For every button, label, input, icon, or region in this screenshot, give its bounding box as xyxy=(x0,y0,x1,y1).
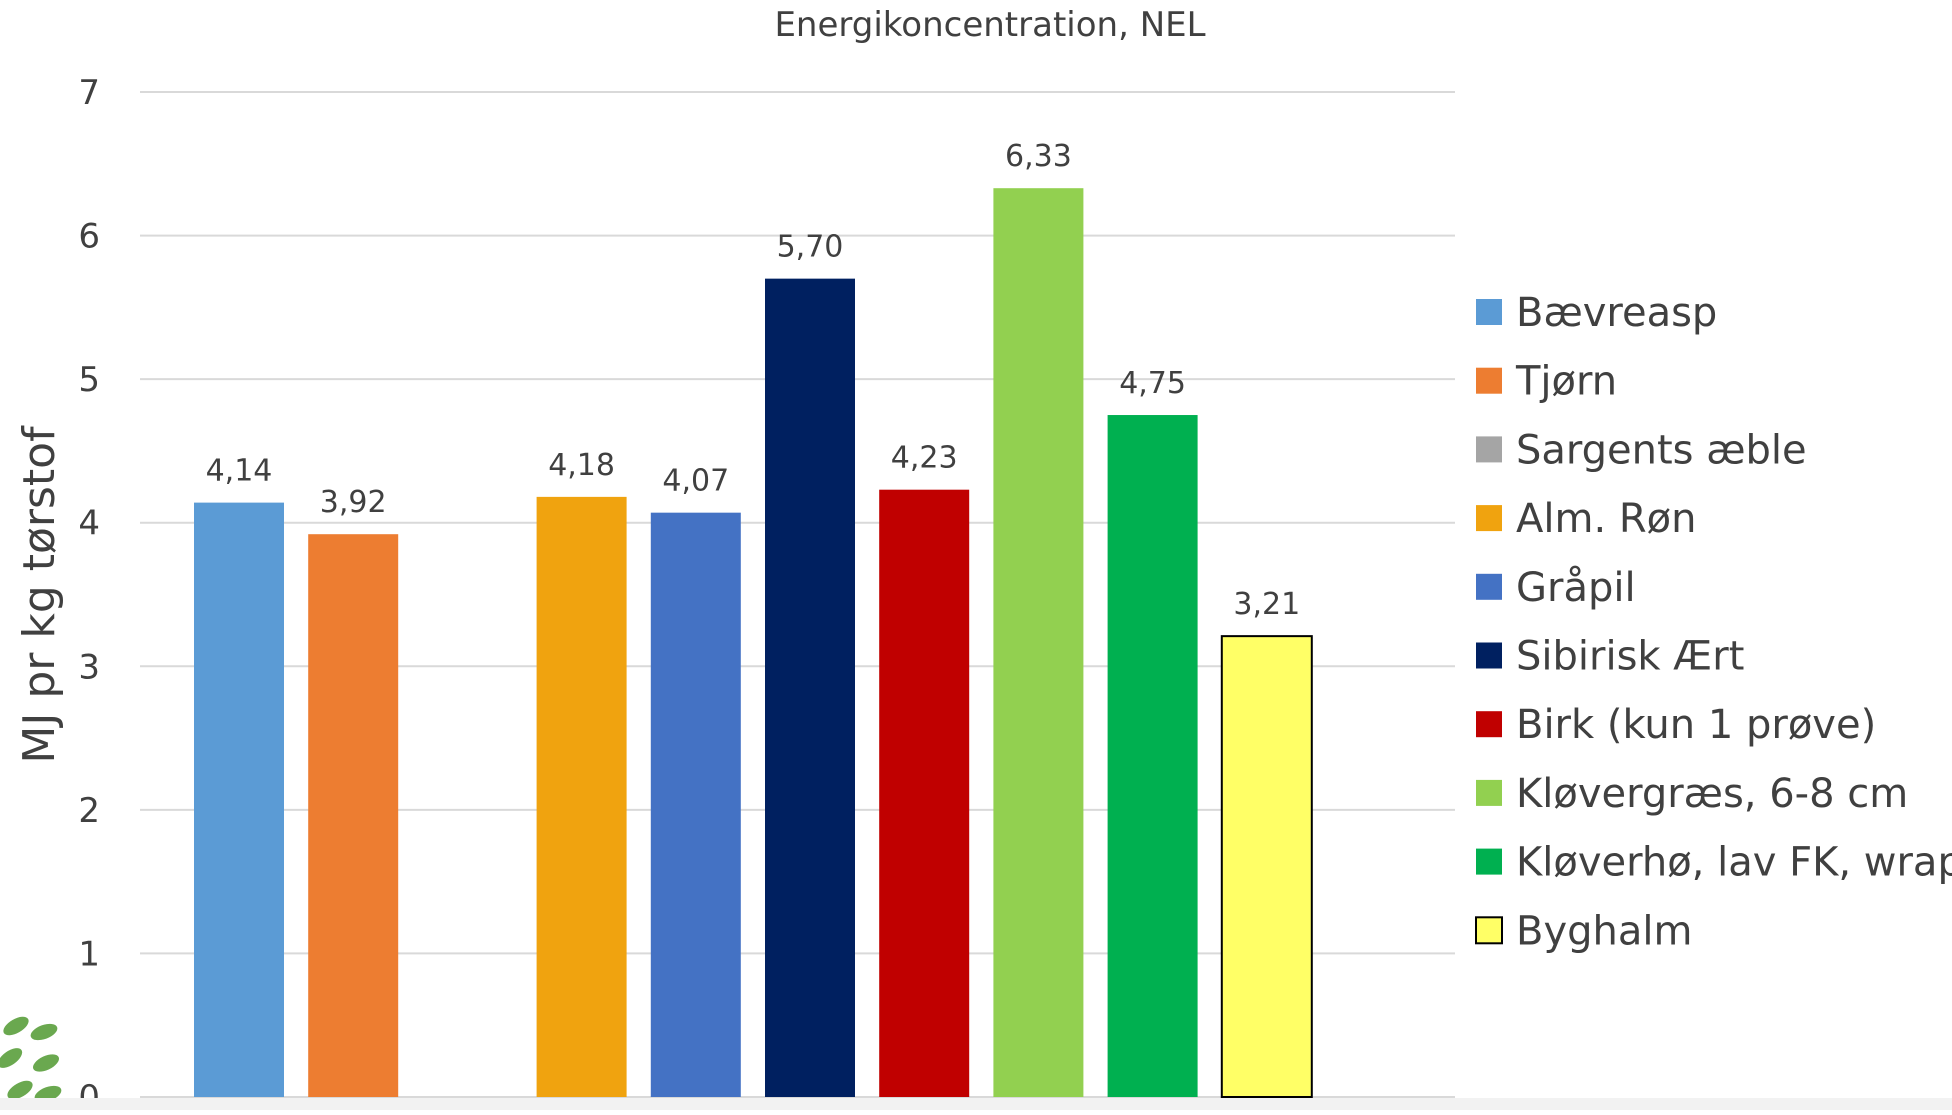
legend-swatch xyxy=(1476,711,1502,738)
legend-swatch xyxy=(1476,436,1502,463)
legend-label: Alm. Røn xyxy=(1516,496,1697,542)
data-label: 3,21 xyxy=(1233,587,1300,622)
legend-swatch xyxy=(1476,848,1502,875)
y-tick-label: 7 xyxy=(78,73,100,113)
bar xyxy=(879,489,970,1097)
legend-label: Kløverhø, lav FK, wrap xyxy=(1516,840,1952,886)
leaf-icon xyxy=(3,1016,29,1036)
legend-label: Gråpil xyxy=(1516,565,1636,611)
legend-label: Bævreasp xyxy=(1516,290,1717,336)
legend-swatch xyxy=(1476,299,1502,325)
bar xyxy=(194,502,284,1098)
y-tick-label: 1 xyxy=(78,934,100,974)
legend-label: Sargents æble xyxy=(1516,427,1807,473)
bottom-band xyxy=(0,1098,1952,1110)
bar xyxy=(536,496,627,1097)
data-label: 6,33 xyxy=(1005,139,1072,174)
legend-swatch xyxy=(1476,367,1502,394)
bar xyxy=(1220,635,1313,1099)
legend-label: Sibirisk Ært xyxy=(1516,634,1744,680)
legend-label: Birk (kun 1 prøve) xyxy=(1516,702,1876,748)
leaf-icon xyxy=(0,1048,23,1068)
legend-label: Byghalm xyxy=(1516,908,1692,954)
data-label: 4,18 xyxy=(548,448,615,483)
legend-swatch xyxy=(1476,573,1502,600)
legend-swatch xyxy=(1476,642,1502,669)
chart-title: Energikoncentration, NEL xyxy=(774,5,1205,45)
y-tick-label: 3 xyxy=(78,647,100,687)
bar xyxy=(308,534,399,1097)
y-tick-label: 6 xyxy=(78,217,100,257)
bar xyxy=(765,278,855,1098)
bar xyxy=(1107,415,1198,1097)
y-tick-label: 4 xyxy=(78,504,100,544)
data-label: 5,70 xyxy=(777,230,844,265)
leaf-icon xyxy=(32,1054,60,1072)
y-tick-label: 2 xyxy=(78,791,100,831)
leaf-logo xyxy=(0,1016,62,1103)
leaf-icon xyxy=(7,1080,33,1100)
y-tick-label: 5 xyxy=(78,360,100,400)
legend-swatch xyxy=(1476,505,1502,532)
data-label: 3,92 xyxy=(320,485,387,520)
data-labels: 4,14 3,92 4,18 4,07 5,70 4,23 6,33 4,75 3,21 xyxy=(206,139,1301,622)
legend-label: Tjørn xyxy=(1515,359,1617,405)
bars xyxy=(194,188,1313,1099)
data-label: 4,75 xyxy=(1119,366,1186,401)
legend-swatch xyxy=(1475,916,1503,945)
legend-swatch xyxy=(1476,779,1502,806)
data-label: 4,14 xyxy=(206,454,273,489)
leaf-icon xyxy=(30,1023,58,1041)
legend: Bævreasp Tjørn Sargents æble Alm. Røn Gråpil… xyxy=(1475,290,1952,954)
data-label: 4,23 xyxy=(891,441,958,476)
y-axis-label: MJ pr kg tørstof xyxy=(14,425,65,764)
legend-label: Kløvergræs, 6-8 cm xyxy=(1516,771,1908,817)
data-label: 4,07 xyxy=(662,464,729,499)
bar xyxy=(993,188,1084,1097)
bar xyxy=(650,512,741,1097)
